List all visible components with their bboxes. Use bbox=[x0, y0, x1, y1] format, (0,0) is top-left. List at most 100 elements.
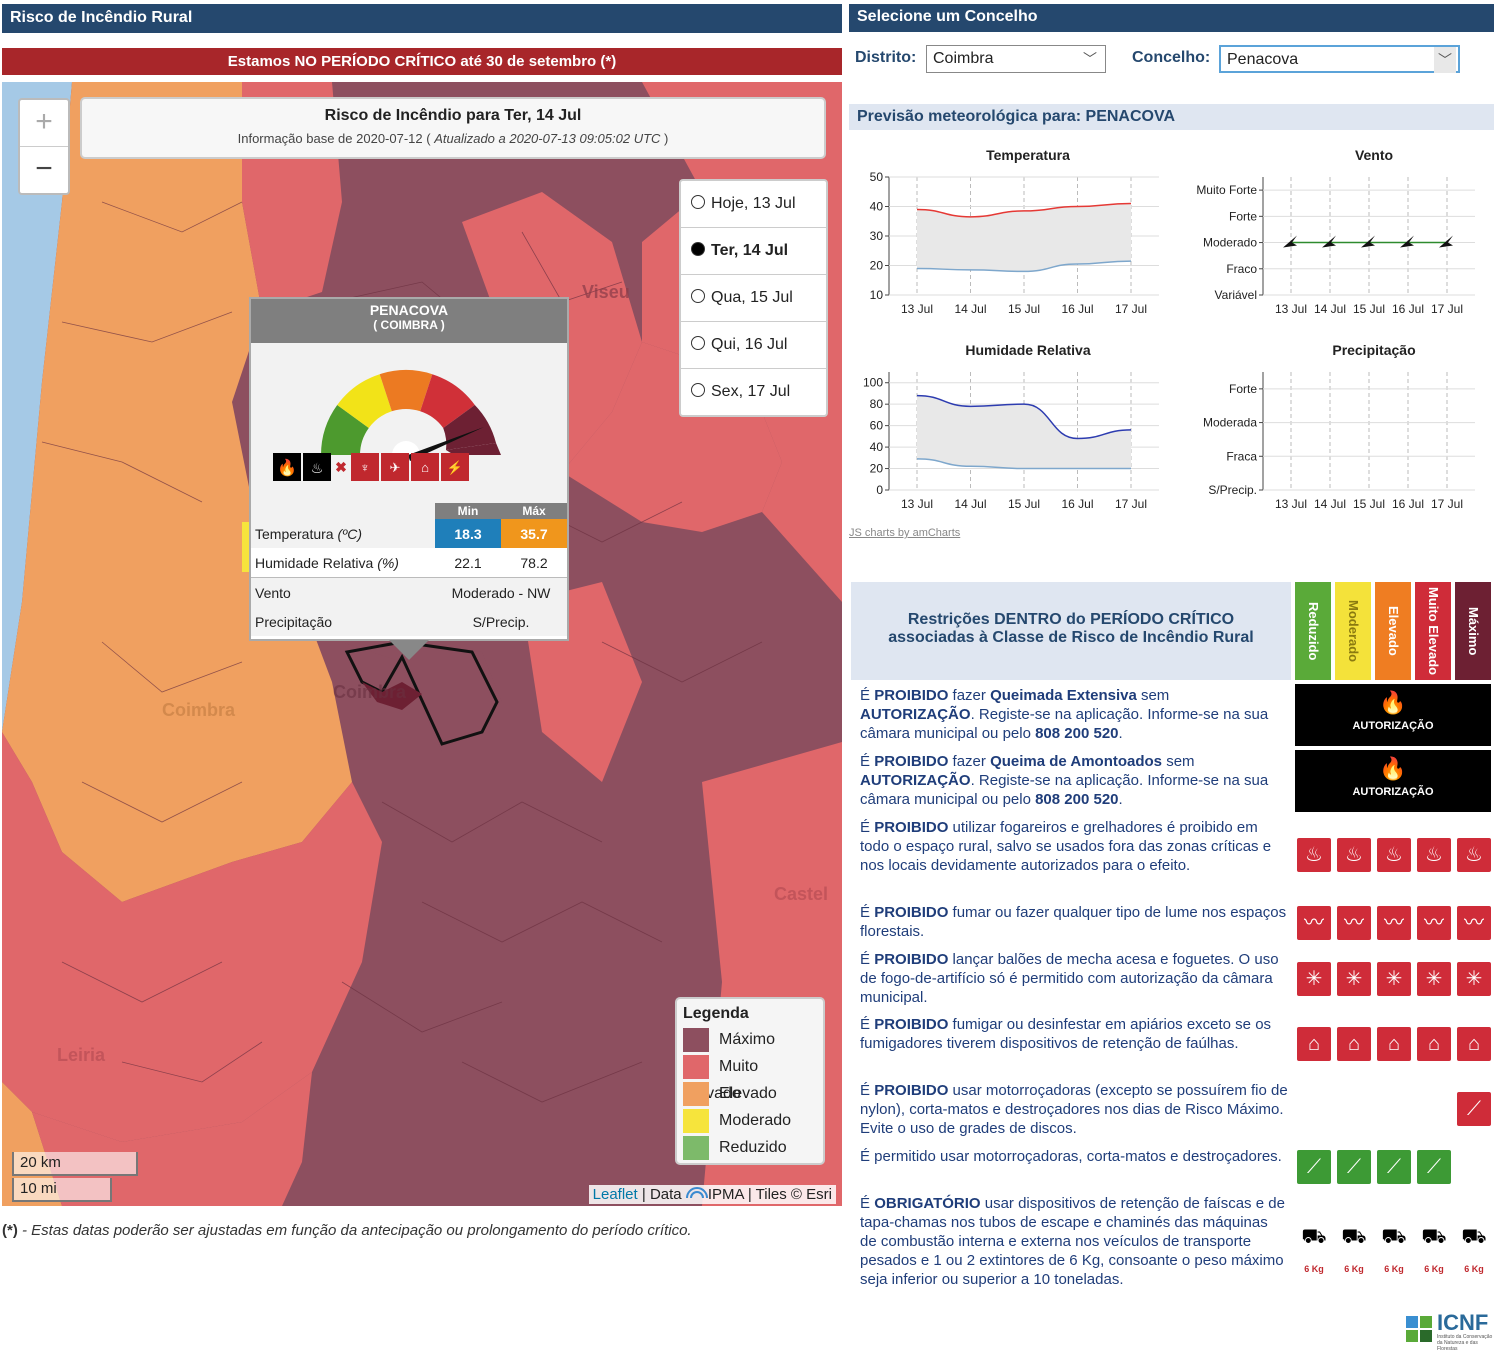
map-label-coimbra-region: Coimbra bbox=[162, 700, 236, 720]
radio-icon[interactable] bbox=[691, 289, 705, 303]
restrictions-title-1: Restrições DENTRO do PERÍODO CRÍTICO bbox=[907, 611, 1235, 628]
restriction-text: . bbox=[1118, 791, 1123, 808]
zoom-in-button[interactable]: + bbox=[35, 105, 53, 138]
authorization-label: AUTORIZAÇÃO bbox=[1352, 786, 1434, 798]
temp-min: 18.3 bbox=[435, 519, 501, 548]
hum-min: 22.1 bbox=[454, 554, 482, 571]
concelho-value: Penacova bbox=[1227, 51, 1299, 68]
svg-text:⌂: ⌂ bbox=[421, 460, 429, 475]
restriction-text: usar motorroçadoras (excepto se possuíre… bbox=[860, 1082, 1288, 1137]
map-attribution: Leaflet | Data IPMA | Tiles © Esri bbox=[588, 1185, 836, 1204]
extinguisher-icon: 6 Kg bbox=[1377, 1256, 1411, 1290]
radio-icon[interactable] bbox=[691, 336, 705, 350]
radio-selected-icon[interactable] bbox=[691, 242, 705, 256]
temp-unit: (ºC) bbox=[337, 525, 363, 542]
x-tick-label: 13 Jul bbox=[901, 497, 933, 511]
restriction-emphasis: PROIBIDO bbox=[874, 1016, 949, 1033]
burn-pile-icon: 🔥 bbox=[1379, 756, 1407, 781]
apiary-icon: ⌂ bbox=[1377, 1027, 1411, 1061]
svg-text:⚡: ⚡ bbox=[447, 460, 463, 476]
y-tick-label: 10 bbox=[870, 288, 884, 302]
chevron-down-icon: ﹀ bbox=[1083, 51, 1097, 67]
precip-value: S/Precip. bbox=[472, 613, 530, 630]
restriction-text: É bbox=[860, 951, 875, 968]
selector-title: Selecione um Concelho bbox=[857, 8, 1038, 25]
popup-tip bbox=[389, 640, 429, 660]
day-option[interactable]: Ter, 14 Jul bbox=[681, 228, 826, 275]
attribution-separator: | bbox=[747, 1186, 752, 1203]
restriction-row: É OBRIGATÓRIO usar dispositivos de reten… bbox=[860, 1194, 1288, 1289]
concelho-label: Concelho: bbox=[1132, 49, 1211, 66]
legend-item: Máximo bbox=[683, 1026, 817, 1053]
restriction-row: É PROIBIDO fumar ou fazer qualquer tipo … bbox=[860, 903, 1288, 941]
x-tick-label: 17 Jul bbox=[1431, 302, 1463, 316]
extinguisher-label: 6 Kg bbox=[1464, 1264, 1484, 1274]
restriction-emphasis: PROIBIDO bbox=[874, 951, 949, 968]
rocket-icon: ✳ bbox=[1337, 962, 1371, 996]
authorization-badge: 🔥 AUTORIZAÇÃO bbox=[1295, 684, 1491, 746]
smoking-icon: 〰 bbox=[1457, 906, 1491, 940]
brushcutter-icon: ⟋ bbox=[1297, 1150, 1331, 1184]
info-updated: Atualizado a 2020-07-13 09:05:02 UTC bbox=[434, 131, 661, 146]
radio-icon[interactable] bbox=[691, 383, 705, 397]
legend-item: Elevado bbox=[683, 1080, 817, 1107]
day-option[interactable]: Qua, 15 Jul bbox=[681, 275, 826, 322]
legend-label: Elevado bbox=[719, 1085, 777, 1102]
restriction-emphasis: 808 200 520 bbox=[1035, 725, 1119, 742]
y-tick-label: Moderada bbox=[1203, 416, 1257, 430]
legend-swatch bbox=[683, 1081, 709, 1106]
restriction-text: É bbox=[860, 819, 875, 836]
concelho-select[interactable]: Penacova ﹀ bbox=[1219, 45, 1460, 73]
y-tick-label: 40 bbox=[870, 440, 884, 454]
y-tick-label: Fraca bbox=[1226, 449, 1257, 463]
y-tick-label: 100 bbox=[863, 376, 883, 390]
restriction-row: É PROIBIDO fazer Queima de Amontoados se… bbox=[860, 752, 1288, 809]
amcharts-credit[interactable]: JS charts by amCharts bbox=[849, 527, 961, 539]
zoom-out-button[interactable]: − bbox=[20, 146, 68, 193]
svg-text:♨: ♨ bbox=[311, 460, 324, 476]
authorization-label: AUTORIZAÇÃO bbox=[1352, 720, 1434, 732]
y-tick-label: 40 bbox=[870, 200, 884, 214]
svg-text:♆: ♆ bbox=[360, 460, 370, 475]
restriction-emphasis: AUTORIZAÇÃO bbox=[860, 706, 971, 723]
chevron-down-icon: ﹀ bbox=[1434, 47, 1456, 73]
x-tick-label: 16 Jul bbox=[1061, 497, 1093, 511]
y-tick-label: Forte bbox=[1229, 382, 1257, 396]
day-label: Sex, 17 Jul bbox=[711, 383, 791, 400]
radio-icon[interactable] bbox=[691, 195, 705, 209]
restriction-emphasis: Queima de Amontoados bbox=[990, 753, 1163, 770]
day-option[interactable]: Sex, 17 Jul bbox=[681, 369, 826, 415]
hum-max: 78.2 bbox=[520, 554, 548, 571]
x-tick-label: 17 Jul bbox=[1115, 302, 1147, 316]
day-option[interactable]: Qui, 16 Jul bbox=[681, 322, 826, 369]
ipma-logo[interactable]: IPMA bbox=[685, 1186, 744, 1203]
restriction-emphasis: 808 200 520 bbox=[1035, 791, 1119, 808]
district-select[interactable]: Coimbra ﹀ bbox=[926, 45, 1106, 73]
extinguisher-label: 6 Kg bbox=[1384, 1264, 1404, 1274]
map-legend: Legenda Máximo Muito Elevado Elevado Mod… bbox=[675, 997, 825, 1165]
popup-icons: 🔥 ♨ ✖ ♆ ✈ ⌂ ⚡ bbox=[273, 453, 469, 481]
page-title: Risco de Incêndio Rural bbox=[10, 9, 193, 26]
restriction-text: usar dispositivos de retenção de faíscas… bbox=[860, 1195, 1285, 1288]
min-header: Min bbox=[435, 503, 501, 519]
weather-title: Previsão meteorológica para: PENACOVA bbox=[849, 104, 1494, 130]
leaflet-link[interactable]: Leaflet bbox=[592, 1186, 638, 1203]
apiary-icon: ⌂ bbox=[1417, 1027, 1451, 1061]
map-title: Risco de Incêndio para Ter, 14 Jul bbox=[324, 107, 582, 124]
grill-icon: ♨ bbox=[1417, 838, 1451, 872]
svg-text:🔥: 🔥 bbox=[277, 458, 297, 477]
day-option[interactable]: Hoje, 13 Jul bbox=[681, 181, 826, 228]
restriction-text: fumar ou fazer qualquer tipo de lume nos… bbox=[860, 904, 1287, 940]
legend-swatch bbox=[683, 1108, 709, 1133]
y-tick-label: 20 bbox=[870, 259, 884, 273]
x-tick-label: 16 Jul bbox=[1061, 302, 1093, 316]
restriction-row: É PROIBIDO utilizar fogareiros e grelhad… bbox=[860, 818, 1288, 875]
extinguisher-label: 6 Kg bbox=[1344, 1264, 1364, 1274]
map-label-leiria: Leiria bbox=[57, 1045, 106, 1065]
legend-swatch bbox=[683, 1054, 709, 1079]
x-tick-label: 16 Jul bbox=[1392, 497, 1424, 511]
attribution-data: Data bbox=[649, 1186, 682, 1203]
tractor-icon: ⛟ bbox=[1461, 1226, 1487, 1248]
authorization-badge: 🔥 AUTORIZAÇÃO bbox=[1295, 750, 1491, 812]
x-tick-label: 14 Jul bbox=[954, 302, 986, 316]
